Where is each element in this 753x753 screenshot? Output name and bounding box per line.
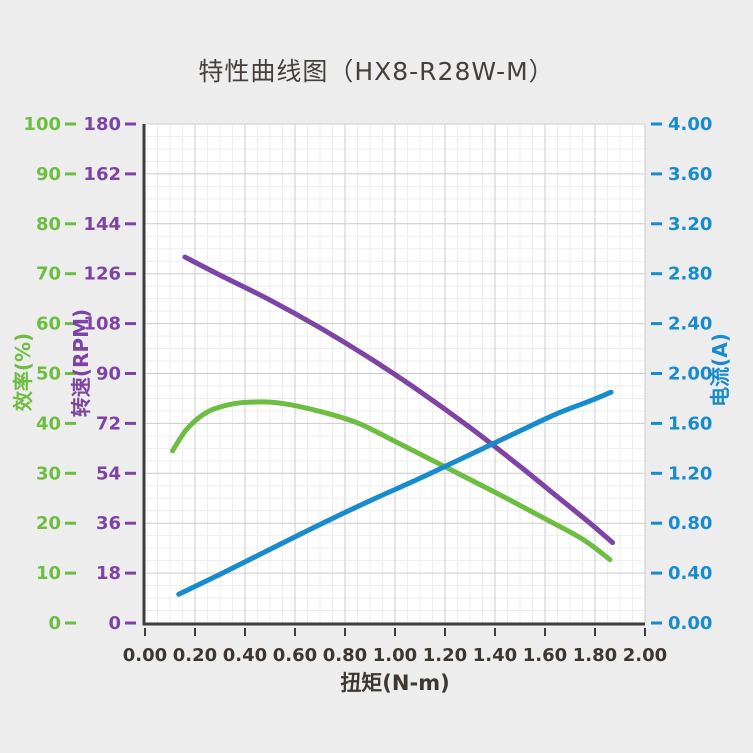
chart-title: 特性曲线图（HX8-R28W-M） (198, 57, 555, 86)
x-tick-label: 1.60 (523, 645, 567, 666)
current-tick-label: 0.80 (668, 513, 712, 534)
x-tick-label: 0.80 (323, 645, 367, 666)
current-tick-label: 2.00 (668, 364, 712, 385)
current-tick-label: 2.40 (668, 314, 712, 335)
current-tick-label: 1.60 (668, 413, 712, 434)
current-tick-label: 4.00 (668, 114, 712, 135)
current-tick-label: 0.00 (668, 613, 712, 634)
current-tick-label: 0.40 (668, 563, 712, 584)
current-tick-label: 3.20 (668, 214, 712, 235)
x-tick-label: 0.00 (123, 645, 167, 666)
x-tick-label: 1.40 (473, 645, 517, 666)
x-tick-label: 2.00 (623, 645, 667, 666)
efficiency-axis-title: 效率(%) (11, 333, 35, 411)
current-tick-label: 3.60 (668, 164, 712, 185)
speed-tick-label: 126 (83, 264, 121, 285)
efficiency-tick-label: 100 (23, 114, 61, 135)
efficiency-tick-label: 50 (36, 364, 61, 385)
efficiency-tick-label: 70 (36, 264, 61, 285)
x-tick-label: 0.20 (173, 645, 217, 666)
efficiency-tick-label: 80 (36, 214, 61, 235)
x-axis-title: 扭矩(N-m) (340, 671, 449, 695)
efficiency-tick-label: 40 (36, 413, 61, 434)
speed-tick-label: 144 (83, 214, 121, 235)
speed-tick-label: 72 (96, 413, 121, 434)
efficiency-tick-label: 0 (48, 613, 61, 634)
x-tick-label: 0.40 (223, 645, 267, 666)
x-tick-label: 1.20 (423, 645, 467, 666)
current-axis-title: 电流(A) (708, 333, 732, 407)
x-tick-label: 1.80 (573, 645, 617, 666)
efficiency-tick-label: 10 (36, 563, 61, 584)
speed-curve (182, 254, 615, 546)
speed-tick-label: 162 (83, 164, 121, 185)
current-tick-label: 1.20 (668, 463, 712, 484)
speed-tick-label: 108 (83, 314, 121, 335)
speed-tick-label: 36 (96, 513, 121, 534)
current-tick-label: 2.80 (668, 264, 712, 285)
efficiency-tick-label: 90 (36, 164, 61, 185)
speed-tick-label: 180 (83, 114, 121, 135)
efficiency-curve (170, 399, 613, 563)
x-tick-label: 1.00 (373, 645, 417, 666)
speed-tick-label: 90 (96, 364, 121, 385)
efficiency-tick-label: 30 (36, 463, 61, 484)
speed-axis-title: 转速(RPM) (69, 309, 93, 417)
efficiency-tick-label: 20 (36, 513, 61, 534)
efficiency-tick-label: 60 (36, 314, 61, 335)
x-tick-label: 0.60 (273, 645, 317, 666)
speed-tick-label: 18 (96, 563, 121, 584)
current-curve (176, 389, 614, 597)
speed-tick-label: 54 (96, 463, 121, 484)
speed-tick-label: 0 (108, 613, 121, 634)
